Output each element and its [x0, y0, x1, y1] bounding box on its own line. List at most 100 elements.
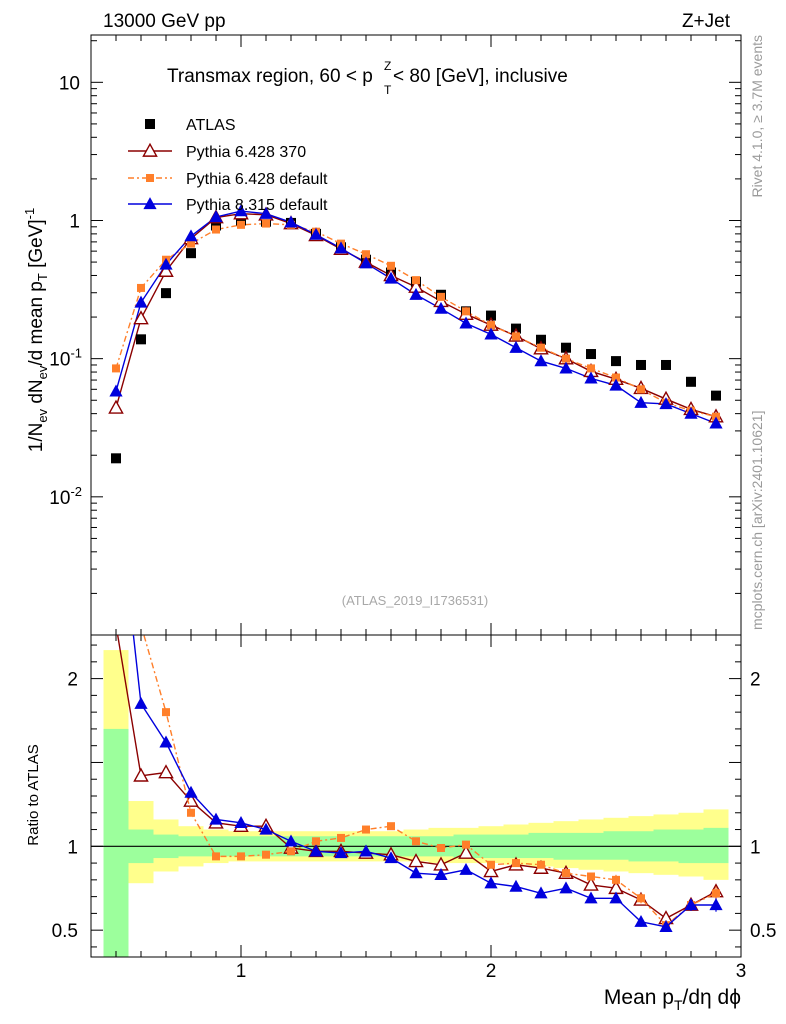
svg-text:Z: Z	[384, 59, 391, 73]
ratio-stat-band	[103, 728, 129, 957]
ratio-data-point	[387, 822, 395, 831]
series-line	[115, 210, 717, 425]
ratio-data-point	[262, 850, 270, 859]
data-point	[459, 316, 473, 329]
ratio-data-point	[337, 833, 345, 842]
data-point	[108, 399, 124, 414]
data-point	[334, 241, 348, 254]
ratio-data-point	[612, 875, 620, 884]
data-point	[484, 327, 498, 340]
ratio-data-point	[534, 886, 548, 899]
ratio-data-point	[284, 834, 298, 847]
x-tick-label: 2	[486, 961, 497, 982]
ratio-data-point	[512, 859, 520, 868]
ratio-data-point	[712, 889, 720, 898]
data-point-atlas	[236, 215, 246, 226]
data-point	[584, 371, 598, 384]
data-point-atlas	[561, 342, 571, 353]
legend-marker-atlas	[145, 119, 155, 129]
data-point	[158, 262, 174, 277]
legend-label: ATLAS	[186, 117, 236, 134]
ratio-data-point	[709, 898, 723, 911]
ratio-data-point	[462, 840, 470, 849]
data-point	[462, 307, 470, 316]
data-point-atlas	[161, 288, 171, 299]
svg-text:T: T	[384, 83, 392, 97]
ratio-tick-label-right: 1	[750, 837, 761, 858]
y-axis-label: 1/Nev dNev/d mean pT [GeV]-1	[22, 208, 50, 453]
ratio-data-point	[584, 891, 598, 904]
data-point	[259, 206, 273, 219]
svg-text:< 80 [GeV], inclusive: < 80 [GeV], inclusive	[393, 66, 568, 87]
ratio-data-point	[162, 708, 170, 717]
ratio-data-point	[559, 881, 573, 894]
data-point	[412, 276, 420, 285]
legend-marker	[143, 197, 157, 210]
svg-text:Transmax region, 60 < p: Transmax region, 60 < p	[167, 66, 373, 87]
ratio-tick-label: 0.5	[52, 921, 78, 942]
data-point	[133, 310, 149, 325]
ratio-data-point	[583, 876, 599, 891]
ratio-data-point	[509, 879, 523, 892]
ratio-data-point	[237, 852, 245, 861]
ratio-plot-series	[116, 621, 724, 932]
ratio-data-point	[487, 860, 495, 869]
ratio-data-point	[137, 621, 145, 629]
y-tick-label: 10-1	[49, 346, 82, 371]
data-point	[262, 219, 270, 228]
data-point	[609, 378, 623, 391]
ratio-uncertainty-bands	[103, 650, 729, 957]
svg-text:Mean pT/dη dϕ: Mean pT/dη dϕ	[604, 986, 741, 1013]
legend-label: Pythia 6.428 default	[186, 171, 328, 188]
data-point	[284, 215, 298, 228]
ratio-data-point	[609, 891, 623, 904]
data-point	[237, 220, 245, 229]
ratio-data-point	[437, 843, 445, 852]
chart-title: Transmax region, 60 < p Z T < 80 [GeV], …	[167, 59, 568, 97]
data-point	[709, 416, 723, 429]
data-point	[359, 256, 373, 269]
legend-label: Pythia 6.428 370	[186, 144, 306, 161]
ratio-data-point	[158, 764, 174, 779]
data-point	[212, 225, 220, 234]
ratio-tick-label: 1	[67, 837, 78, 858]
ratio-data-point	[287, 847, 295, 856]
data-point	[634, 395, 648, 408]
ratio-data-point	[209, 812, 223, 825]
header-right: Z+Jet	[682, 11, 731, 32]
y-tick-label: 1	[69, 211, 80, 232]
ratio-y-axis-label: Ratio to ATLAS	[25, 744, 42, 845]
ratio-data-point	[537, 860, 545, 869]
ratio-tick-label: 2	[67, 670, 78, 691]
series-line	[115, 222, 717, 418]
y-tick-label: 10-2	[49, 484, 82, 509]
data-point	[512, 332, 520, 341]
ratio-data-point	[133, 767, 149, 782]
data-point-atlas	[486, 310, 496, 321]
data-point	[187, 239, 195, 248]
ratio-data-point	[384, 851, 398, 864]
legend: ATLAS Pythia 6.428 370 Pythia 6.428 defaul…	[128, 117, 328, 214]
data-point	[409, 287, 423, 300]
ratio-data-point	[634, 914, 648, 927]
ratio-stat-band	[528, 832, 554, 859]
data-point	[612, 373, 620, 382]
data-point	[137, 283, 145, 292]
data-point	[509, 340, 523, 353]
x-axis-label: Mean pT/dη dϕ	[604, 986, 741, 1013]
data-point	[362, 250, 370, 259]
axis-tick-labels: 1 2 3 10 1 10-1 10-2 2 2 1 1 0.5 0.5	[49, 73, 776, 982]
data-point	[184, 229, 198, 242]
rivet-label: Rivet 4.1.0, ≥ 3.7M events	[749, 35, 765, 198]
data-point	[112, 364, 120, 373]
data-point	[109, 384, 123, 397]
data-point	[659, 397, 673, 410]
ratio-data-point	[159, 735, 173, 748]
ratio-data-point	[362, 825, 370, 834]
x-tick-label: 3	[736, 961, 747, 982]
data-point	[434, 301, 448, 314]
ratio-data-point	[234, 815, 248, 828]
series-line	[115, 212, 717, 418]
ratio-data-point	[212, 852, 220, 861]
ratio-data-point	[434, 867, 448, 880]
